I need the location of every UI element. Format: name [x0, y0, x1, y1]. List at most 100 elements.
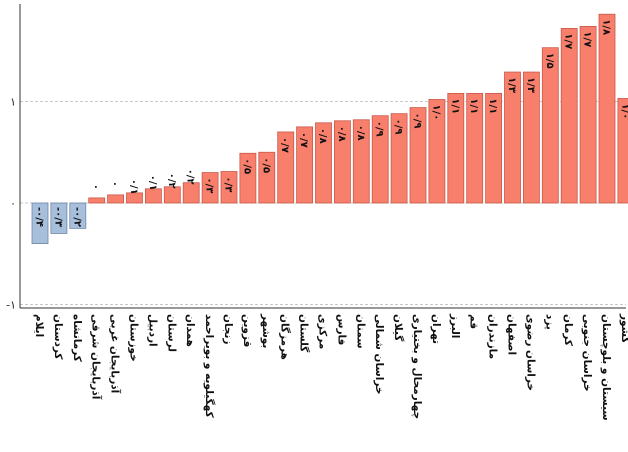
data-label: ۱/۰ — [619, 103, 628, 119]
category-label: همدان — [184, 314, 196, 347]
category-label: کهگیلویه و بویراحمد — [203, 314, 216, 419]
bar — [182, 182, 200, 204]
data-label: ۱/۷ — [563, 33, 574, 49]
data-label: ۰/۸ — [317, 128, 328, 144]
category-label: آذربایجان شرقی — [90, 314, 103, 400]
data-label: ۰/۸ — [336, 126, 347, 142]
bar — [258, 151, 276, 204]
category-label: سیستان و بلوچستان — [600, 314, 612, 421]
data-label: ۰/۱ — [128, 179, 139, 195]
bar — [485, 92, 503, 204]
category-label: اردبیل — [146, 314, 158, 347]
category-label: البرز — [449, 313, 461, 338]
data-label: -۰/۴ — [34, 207, 45, 227]
data-label: ۰/۹ — [393, 119, 404, 135]
category-label: هرمزگان — [279, 314, 292, 360]
data-label: ۰/۹ — [412, 113, 423, 129]
data-label: ۰/۷ — [279, 137, 290, 153]
bar — [541, 47, 559, 204]
bar — [447, 92, 465, 204]
bar — [371, 115, 389, 204]
bar — [315, 122, 332, 204]
data-label: ۰/۹ — [374, 121, 385, 137]
category-label: کرمانشاه — [71, 314, 83, 363]
bar — [504, 71, 521, 204]
bar — [126, 192, 143, 204]
bar — [523, 71, 540, 204]
bar — [144, 188, 162, 204]
category-label: کشور — [619, 313, 628, 344]
data-label: ۰/۲ — [166, 173, 177, 189]
data-label: ۱/۱ — [468, 98, 479, 114]
y-tick-label: ۰ — [10, 197, 16, 210]
y-tick-label: ۱ — [10, 96, 16, 109]
data-label: ۰/۲ — [185, 169, 196, 185]
data-label: ۰ — [109, 181, 120, 187]
category-label: کردستان — [52, 314, 64, 360]
bar — [390, 113, 408, 204]
bar — [50, 202, 68, 234]
category-label: لرستان — [165, 314, 177, 352]
data-label: ۱/۵ — [544, 53, 555, 69]
data-label: ۱/۳ — [506, 77, 517, 93]
data-label: ۱/۰ — [430, 104, 441, 120]
data-label: ۱/۱ — [487, 98, 498, 114]
category-label: قم — [468, 314, 480, 329]
bar — [352, 119, 370, 204]
data-label: ۰/۵ — [260, 157, 271, 173]
category-label: ایلام — [33, 314, 45, 337]
bar — [107, 194, 124, 204]
data-label: ۰/۸ — [355, 125, 366, 141]
data-label: ۰/۵ — [241, 158, 252, 174]
y-tick-label: -۱ — [6, 299, 16, 312]
category-label: قزوین — [241, 314, 253, 347]
category-label: مازندران — [487, 314, 499, 359]
axes — [19, 4, 626, 309]
category-label: فارس — [335, 314, 347, 345]
data-label: ۱/۸ — [601, 19, 612, 35]
bar — [409, 107, 427, 204]
category-label: گیلان — [392, 314, 405, 342]
bar — [69, 202, 87, 229]
bar — [277, 131, 295, 204]
category-label: تهران — [430, 314, 442, 344]
category-label: خراسان جنوبی — [581, 314, 593, 392]
bar — [88, 197, 106, 204]
data-label: ۰/۳ — [204, 178, 215, 194]
data-label: ۰/۱ — [147, 175, 158, 191]
bar — [31, 202, 49, 244]
category-label: مرکزی — [317, 314, 329, 349]
data-label: ۰/۷ — [298, 132, 309, 148]
bar — [239, 152, 257, 204]
category-label: آذربایجان غربی — [109, 314, 122, 394]
bar — [201, 172, 219, 204]
category-label: خراسان شمالی — [373, 314, 385, 394]
bars: -۰/۴ -۰/۳ -۰/۲ ۰ ۰ ۰/۱ ۰/۱ ۰/۲ ۰/۲ ۰/۳ ۰/۳ ۰/۵ ۰/۵ ۰/… — [31, 13, 628, 244]
data-label: -۰/۲ — [71, 207, 82, 227]
data-label: -۰/۳ — [52, 207, 63, 227]
data-label: ۱/۳ — [525, 77, 536, 93]
bar — [617, 98, 628, 204]
category-label: گلستان — [298, 314, 311, 353]
category-label: کرمان — [562, 314, 574, 347]
category-label: یزد — [543, 314, 555, 330]
data-label: ۱/۱ — [449, 98, 460, 114]
bar — [428, 99, 446, 204]
bar — [560, 28, 578, 204]
category-label: خوزستان — [128, 314, 140, 362]
bar — [296, 126, 314, 204]
category-label: اصفهان — [506, 314, 518, 355]
category-label: سمنان — [354, 314, 366, 349]
data-label: ۱/۷ — [582, 31, 593, 47]
category-label: چهارمحال و بختیاری — [411, 314, 423, 419]
data-label: ۰ — [90, 184, 101, 190]
category-label: بوشهر — [260, 313, 272, 348]
category-labels: ایلام کردستان کرمانشاه آذربایجان شرقی آذربای… — [33, 313, 628, 421]
bar — [220, 171, 238, 204]
bar — [466, 92, 484, 204]
category-label: خراسان رضوی — [524, 314, 536, 391]
bar — [163, 186, 181, 204]
data-label: ۰/۳ — [223, 177, 234, 193]
bar — [598, 13, 616, 204]
